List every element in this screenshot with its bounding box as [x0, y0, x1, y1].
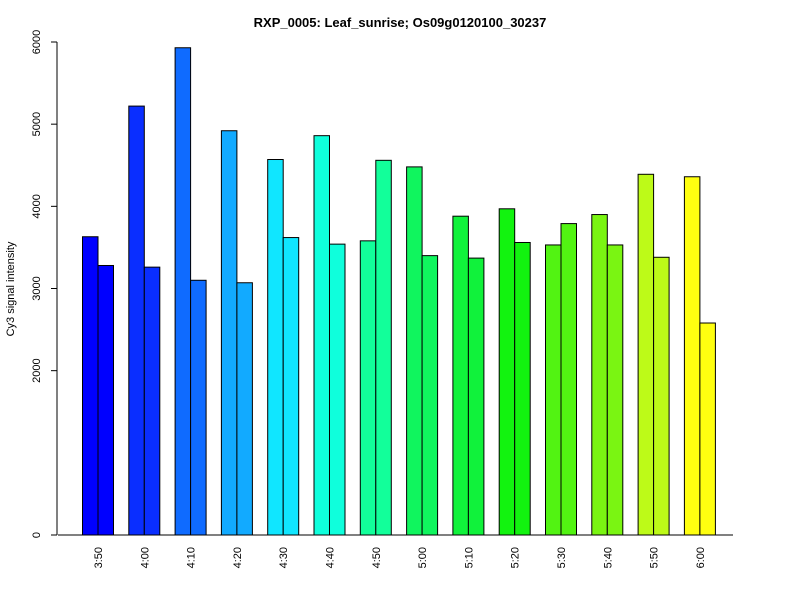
bar-530-2 — [560, 223, 577, 536]
bar-510-1 — [452, 215, 469, 536]
bar-450-1 — [359, 240, 377, 536]
bar-410-1 — [174, 47, 192, 536]
bar-420-2 — [236, 282, 253, 536]
bar-530-1 — [545, 244, 562, 536]
y-tick-label: 2000 — [31, 358, 43, 382]
bars-group — [82, 47, 716, 536]
bar-600-2 — [699, 322, 716, 536]
x-tick-label: 4:50 — [371, 547, 383, 568]
bar-520-1 — [498, 208, 516, 536]
bar-400-1 — [128, 105, 145, 536]
y-tick-label: 5000 — [31, 112, 43, 136]
x-axis: 3:50 4:00 4:10 4:20 4:30 4:40 4:50 5:00 5:10 5:20… — [58, 534, 733, 568]
x-tick-label: 5:10 — [463, 547, 475, 568]
bar-520-2 — [514, 241, 531, 536]
x-tick-label: 5:40 — [602, 547, 614, 568]
bar-410-2 — [190, 279, 207, 536]
x-tick-label: 4:30 — [278, 547, 290, 568]
bar-600-1 — [683, 176, 701, 536]
chart-title: RXP_0005: Leaf_sunrise; Os09g0120100_302… — [254, 15, 547, 30]
bar-510-2 — [467, 257, 485, 536]
bar-450-2 — [375, 159, 392, 536]
x-tick-label: 5:00 — [417, 547, 429, 568]
y-tick-label: 4000 — [31, 194, 43, 218]
x-tick-label: 5:20 — [510, 547, 522, 568]
x-tick-label: 4:00 — [139, 547, 151, 568]
x-tick-label: 4:20 — [232, 547, 244, 568]
y-tick-label: 3000 — [31, 276, 43, 300]
bar-440-1 — [313, 135, 330, 536]
bar-550-2 — [653, 256, 670, 536]
bar-500-1 — [406, 166, 423, 536]
bar-420-1 — [220, 130, 238, 536]
bar-430-2 — [282, 237, 300, 536]
bar-430-1 — [267, 159, 284, 536]
y-tick-label: 0 — [31, 532, 43, 538]
y-axis-label: Cy3 signal intensity — [5, 241, 17, 336]
x-tick-label: 3:50 — [93, 547, 105, 568]
y-tick-label: 6000 — [31, 30, 43, 54]
bar-400-2 — [143, 266, 161, 536]
bar-500-2 — [421, 255, 439, 536]
bar-540-2 — [606, 244, 624, 536]
x-tick-label: 4:10 — [186, 547, 198, 568]
x-tick-label: 5:50 — [649, 547, 661, 568]
bar-350-1 — [82, 236, 99, 536]
x-tick-label: 4:40 — [325, 547, 337, 568]
bar-350-2 — [97, 264, 114, 536]
x-tick-label: 6:00 — [695, 547, 707, 568]
x-tick-label: 5:30 — [556, 547, 568, 568]
y-axis: 0 2000 3000 4000 5000 6000 — [31, 30, 58, 538]
bar-540-1 — [591, 214, 608, 536]
bar-440-2 — [329, 243, 346, 536]
bar-550-1 — [637, 173, 655, 536]
